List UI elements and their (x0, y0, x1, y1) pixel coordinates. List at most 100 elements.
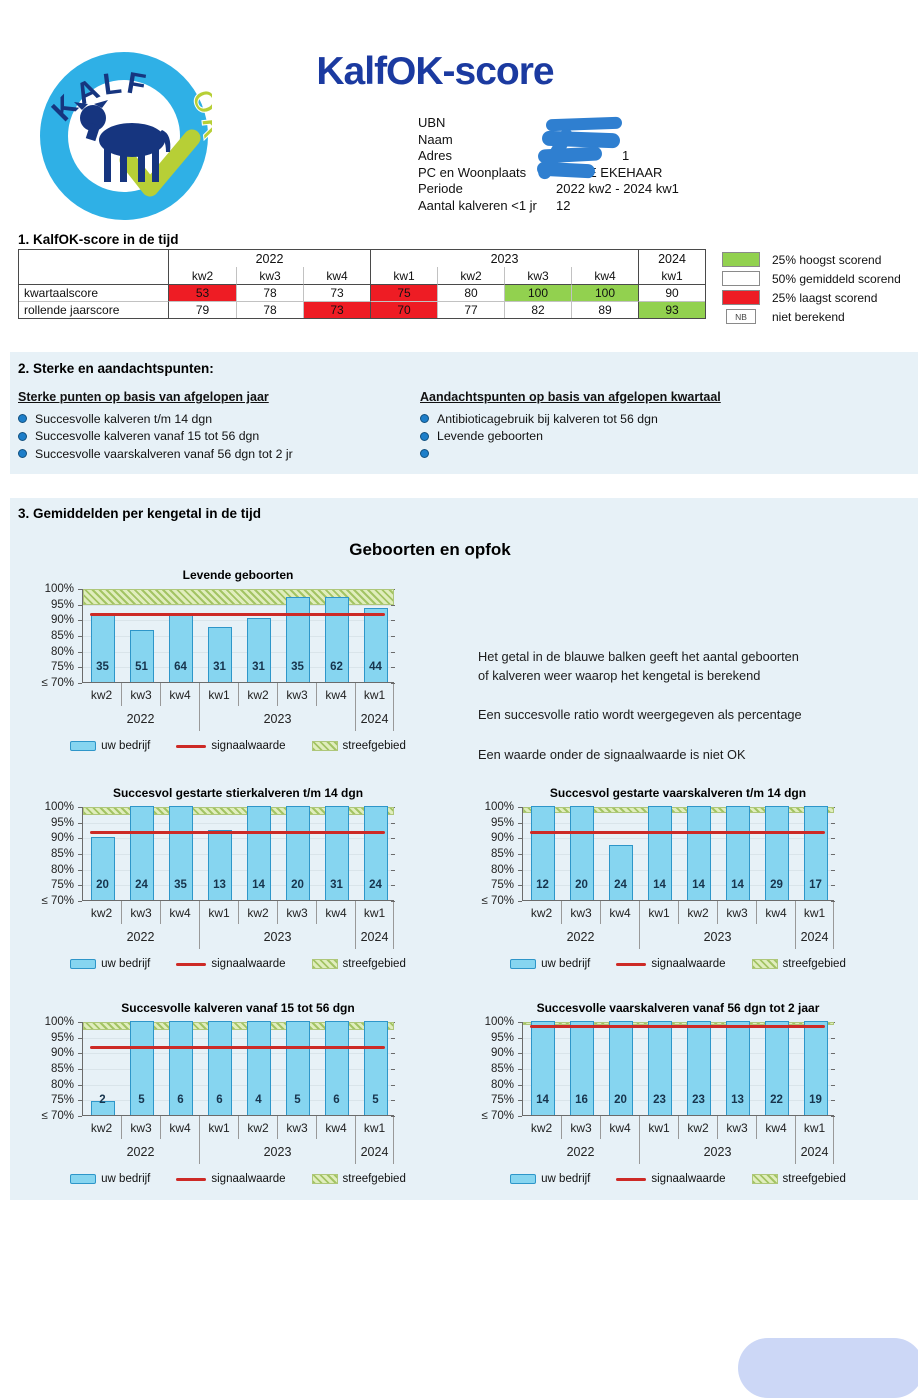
bar-count-label: 2 (99, 1094, 106, 1106)
bar-count-label: 31 (330, 879, 343, 891)
uw-bedrijf-swatch (510, 1174, 537, 1184)
list-item: Succesvolle kalveren t/m 14 dgn (18, 410, 408, 428)
year-label: 2023 (199, 1139, 355, 1164)
y-axis-labels: 100% 95% 90% 85% 80% 75% ≤ 70% (28, 801, 82, 907)
bullet-icon (420, 449, 429, 459)
gridline (523, 885, 834, 887)
chart-legend-item: uw bedrijf (70, 958, 150, 970)
gridline (83, 636, 394, 637)
year-labels: 2022 2023 2024 (522, 924, 834, 949)
axis-tick (78, 822, 82, 824)
bar (207, 627, 232, 682)
x-axis-tick-label: kw2 (90, 687, 113, 702)
info-row: UBN (418, 115, 748, 132)
legend-row: NB niet berekend (722, 307, 901, 326)
bar (608, 845, 633, 900)
x-axis-tick-label: kw3 (717, 1116, 756, 1139)
bullet-label: Succesvolle kalveren t/m 14 dgn (35, 411, 213, 426)
axis-tick (391, 651, 395, 653)
bar-count-label: 6 (333, 1094, 340, 1106)
axis-tick (78, 1053, 82, 1055)
x-axis-tick-label: kw1 (199, 901, 238, 924)
legend-label: 25% laagst scorend (772, 290, 878, 305)
quarter-header-cell: kw2 (437, 267, 504, 284)
bullet-icon (420, 414, 429, 424)
list-item: Antibioticagebruik bij kalveren tot 56 d… (420, 410, 840, 428)
score-cell: 78 (236, 284, 303, 301)
streefgebied-swatch (311, 1174, 338, 1184)
signal-line (90, 612, 385, 616)
y-axis-tick-label: ≤ 70% (481, 895, 514, 907)
year-label: 2022 (566, 929, 595, 944)
score-cell: 79 (169, 301, 236, 318)
bullet-label: Succesvolle vaarskalveren vanaf 56 dgn t… (35, 446, 293, 461)
gridline (83, 620, 394, 622)
y-axis-tick-label: 85% (50, 1063, 74, 1075)
gridline (523, 1100, 834, 1102)
bar-count-label: 14 (252, 879, 265, 891)
x-axis-tick-label: kw1 (639, 1116, 678, 1139)
axis-tick (78, 636, 82, 637)
axis-tick (391, 854, 395, 855)
axis-tick (518, 1053, 522, 1055)
axis-tick (518, 1116, 522, 1117)
bar-count-label: 17 (809, 879, 822, 891)
score-cell: 70 (370, 301, 437, 318)
x-axis-tick-label: kw3 (277, 901, 316, 924)
y-axis-tick-label: 85% (490, 848, 514, 860)
bar (207, 1021, 232, 1115)
x-axis-tick-label: kw1 (355, 1116, 394, 1139)
legend-label: 25% hoogst scorend (772, 252, 882, 267)
score-cell: 100 (504, 284, 571, 301)
chart-legend-label: streefgebied (782, 958, 846, 970)
target-band (83, 807, 394, 815)
score-cell: 77 (437, 301, 504, 318)
x-axis-tick-label: kw3 (277, 1116, 316, 1139)
y-axis-tick-label: 90% (50, 614, 74, 627)
bar (725, 806, 750, 900)
bar (363, 806, 388, 900)
bar-count-label: 29 (770, 879, 783, 891)
bar (803, 1021, 828, 1115)
y-axis-tick-label: 75% (490, 879, 514, 892)
bar-count-label: 24 (135, 879, 148, 891)
floating-button[interactable] (738, 1338, 918, 1398)
y-axis-tick-label: 80% (50, 1078, 74, 1091)
y-axis-tick-label: 80% (490, 1078, 514, 1091)
year-label: 2024 (355, 706, 394, 731)
chart-legend: uw bedrijf signaalwaarde streefgebied (28, 1173, 448, 1185)
kalfok-logo: KALF OK (36, 48, 229, 224)
chart-title: Succesvol gestarte stierkalveren t/m 14 … (112, 786, 364, 800)
axis-tick (78, 854, 82, 855)
axis-tick (78, 885, 82, 887)
bar-count-label: 14 (653, 879, 666, 891)
gridline (523, 838, 834, 840)
chart-legend-label: signaalwaarde (211, 958, 286, 970)
bar-count-label: 13 (731, 1094, 744, 1106)
streefgebied-swatch (311, 741, 338, 751)
x-axis-tick-label: kw3 (121, 901, 160, 924)
info-value: E EKEHAAR (588, 164, 663, 180)
chart-main: 2 5 6 6 4 5 6 5 kw2 kw3 kw4 kw1 kw2 kw3 kw4 kw1 2022 2023… (78, 1021, 395, 1164)
y-axis-tick-label: 85% (490, 1063, 514, 1075)
axis-tick (78, 838, 82, 840)
bar (246, 806, 271, 900)
y-axis-tick-label: 75% (50, 1094, 74, 1107)
quarter-header-cell: kw1 (638, 267, 705, 284)
gridline (83, 1037, 394, 1039)
axis-tick (831, 869, 835, 871)
gridline (523, 1069, 834, 1070)
score-cell: 90 (638, 284, 705, 301)
checkmark-icon (119, 129, 201, 197)
chart-legend-label: uw bedrijf (541, 1173, 591, 1185)
streefgebied-swatch (751, 1174, 778, 1184)
axis-tick (518, 901, 522, 902)
bar (168, 1021, 193, 1115)
axis-tick (518, 1037, 522, 1039)
axis-tick (391, 620, 395, 622)
list-item (420, 445, 840, 463)
year-header-cell: 2023 (370, 250, 638, 267)
bar-count-label: 22 (770, 1094, 783, 1106)
farm-info-block: UBN Naam Adres 1 PC en Woonplaats E EKEHAAR Pe… (418, 115, 748, 215)
axis-tick (518, 1022, 522, 1023)
